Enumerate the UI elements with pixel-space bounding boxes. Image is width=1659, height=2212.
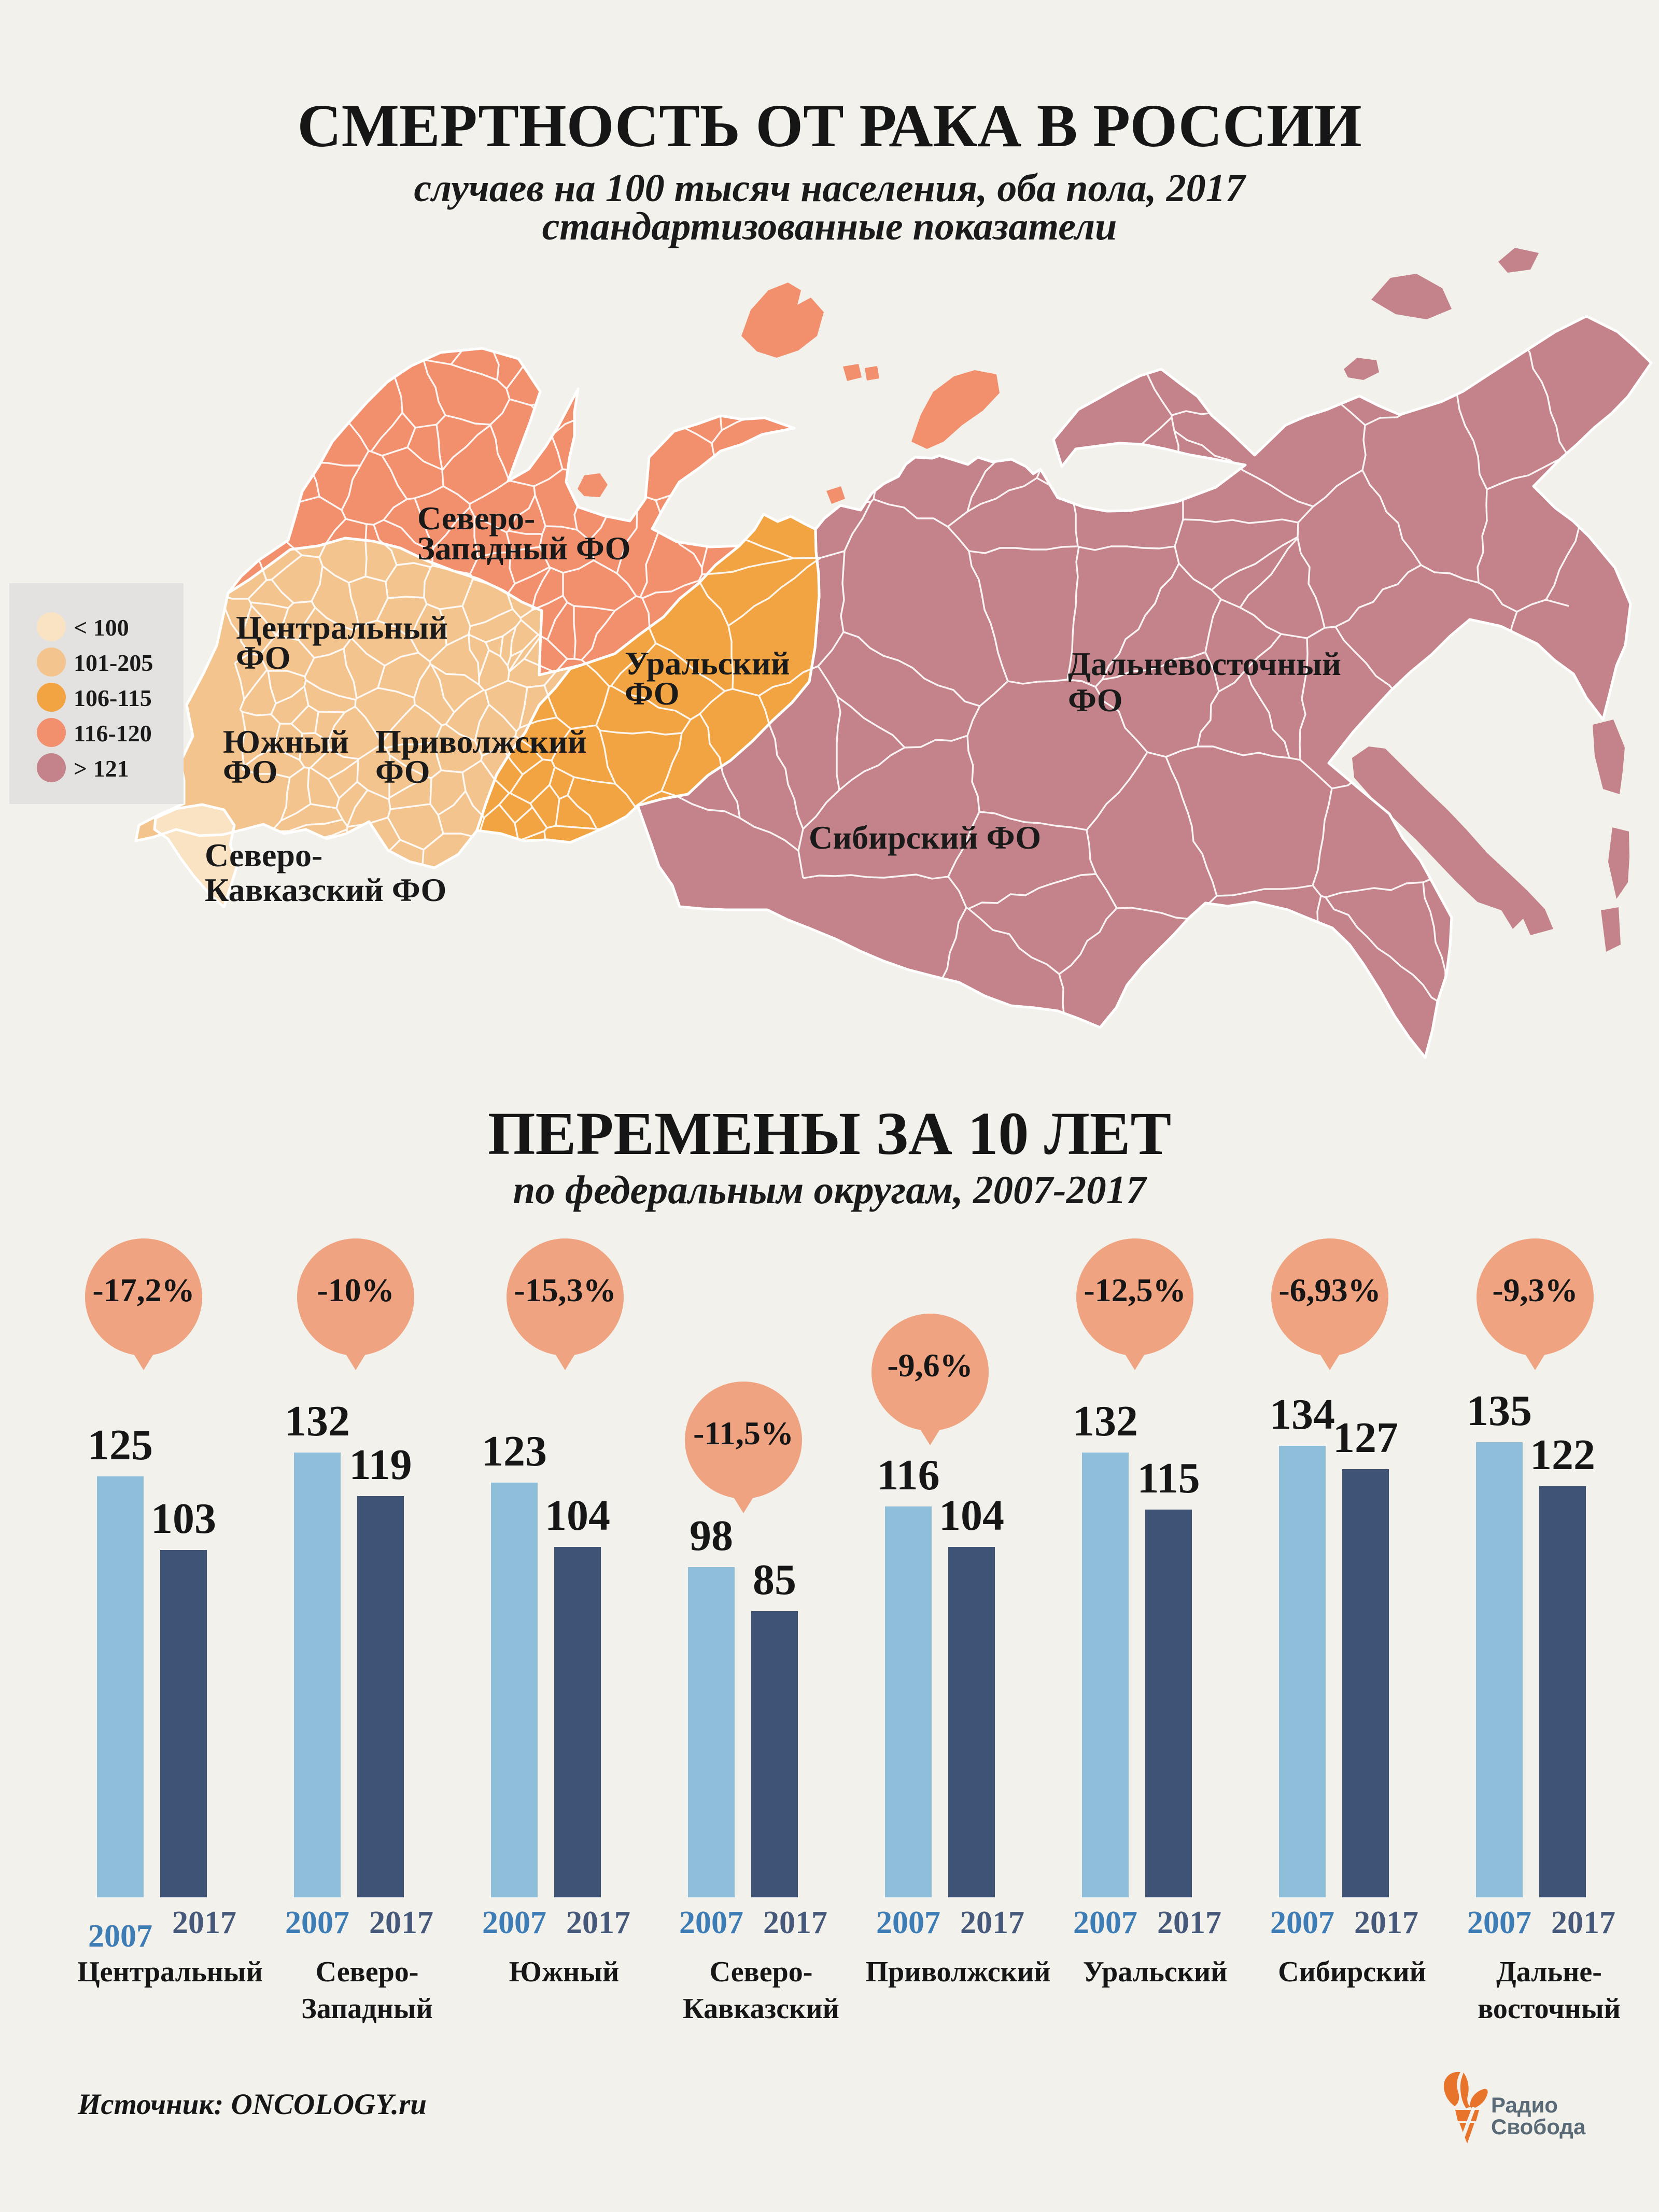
svg-text:Свобода: Свобода [1491,2115,1586,2139]
svg-text:> 121: > 121 [74,755,129,782]
svg-text:116-120: 116-120 [74,720,152,746]
svg-text:Северо-Кавказский ФО: Северо-Кавказский ФО [205,837,446,908]
svg-text:< 100: < 100 [74,614,129,641]
svg-text:Радио: Радио [1491,2093,1558,2117]
svg-text:Северо-Западный ФО: Северо-Западный ФО [417,500,630,567]
svg-text:Сибирский ФО: Сибирский ФО [809,819,1041,856]
svg-text:101-205: 101-205 [74,650,153,676]
svg-text:106-115: 106-115 [74,685,152,711]
